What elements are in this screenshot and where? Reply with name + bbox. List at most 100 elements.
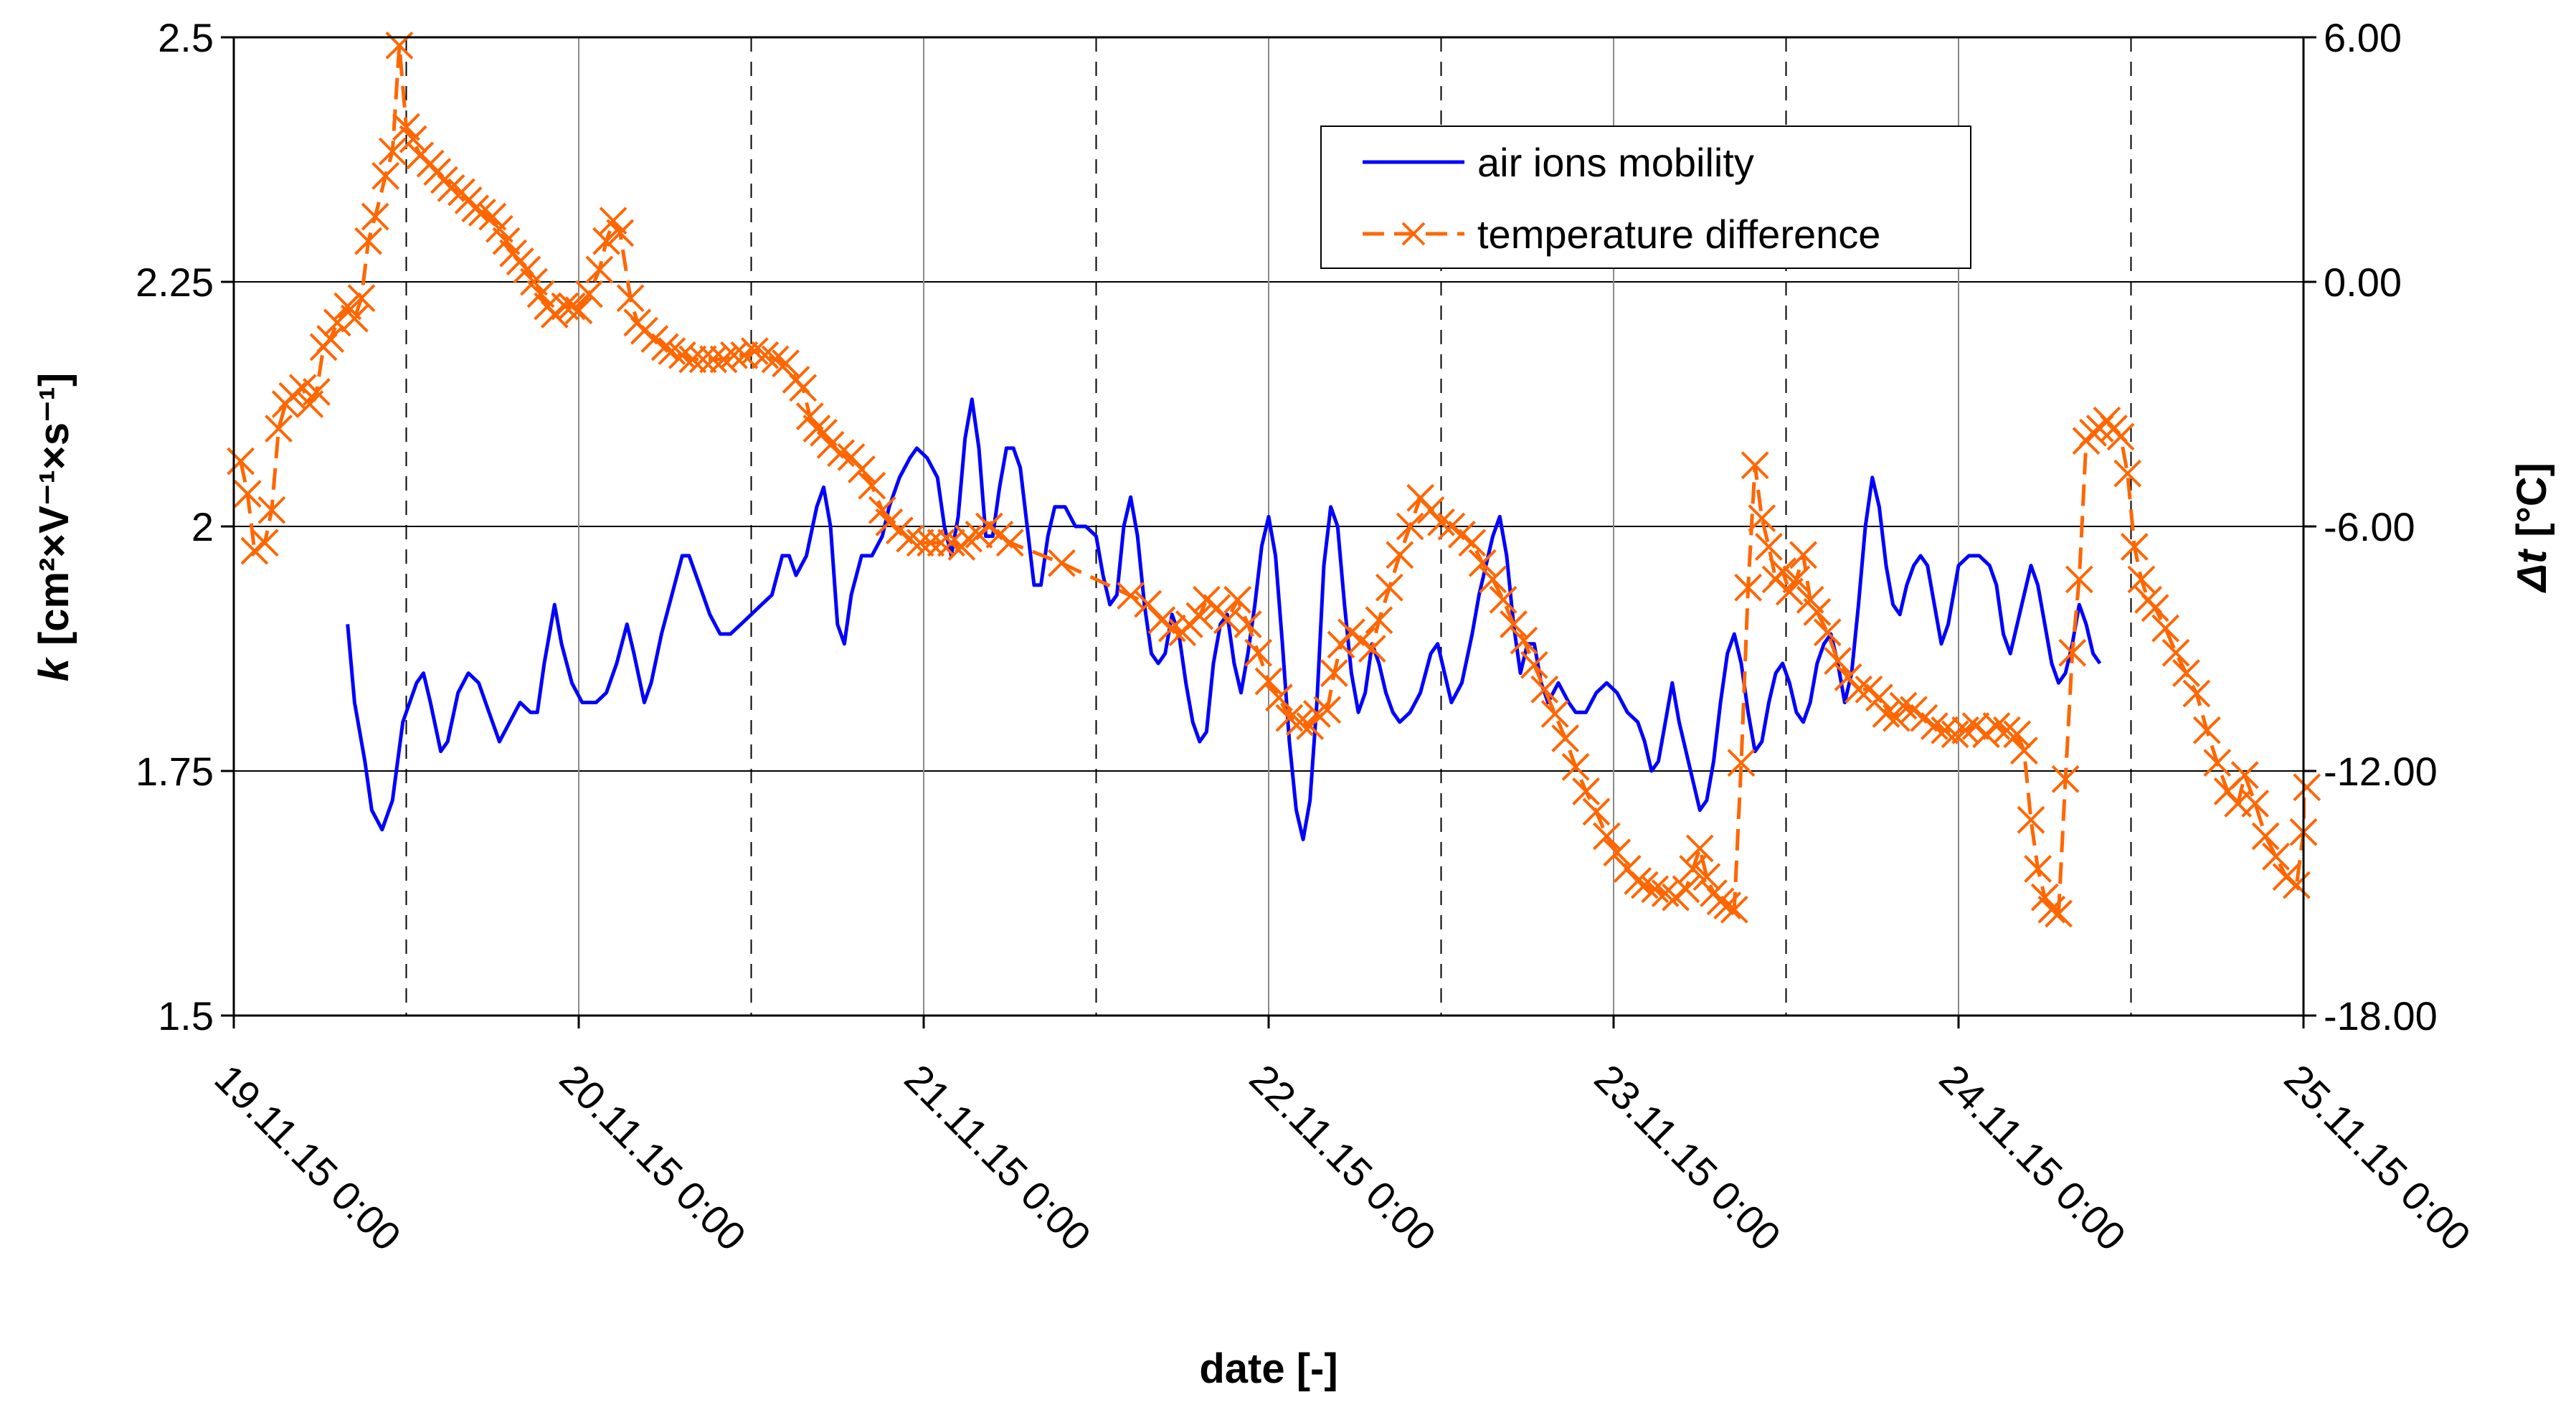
data-point-x-marker (1813, 618, 1842, 647)
y-left-tick-label: 1.75 (136, 749, 214, 794)
y-left-tick-label: 2 (191, 504, 214, 549)
data-point-x-marker (1285, 708, 1314, 737)
y-left-tick-label: 2.25 (136, 260, 214, 305)
y-right-tick-label: -18.00 (2324, 993, 2438, 1038)
data-point-x-marker (678, 345, 707, 374)
data-point-x-marker (740, 337, 769, 366)
data-point-x-marker (265, 415, 293, 443)
data-point-x-marker (1489, 585, 1517, 614)
data-point-x-marker (1117, 582, 1145, 610)
data-point-x-marker (2182, 679, 2211, 708)
data-point-x-marker (227, 447, 255, 475)
data-point-x-marker (955, 524, 982, 553)
data-point-x-marker (1713, 891, 1742, 919)
data-point-x-marker (575, 280, 603, 308)
y-right-var: Δt (2509, 548, 2555, 593)
data-point-x-marker (1572, 777, 1600, 805)
y-left-var: k (31, 656, 77, 681)
data-point-x-marker (564, 296, 593, 325)
data-point-x-marker (1789, 541, 1817, 569)
data-point-x-marker (1941, 720, 1969, 749)
data-point-x-marker (250, 529, 279, 557)
data-point-x-marker (1603, 838, 1632, 867)
legend: air ions mobility temperature difference (1320, 126, 1971, 269)
data-point-x-marker (1458, 529, 1487, 557)
series-markers-temperature-difference (227, 31, 2321, 928)
data-point-x-marker (1244, 638, 1272, 667)
data-point-x-marker (378, 137, 407, 166)
data-point-x-marker (1768, 557, 1797, 585)
data-point-x-marker (2262, 842, 2290, 871)
y-axis-right-title: Δt [°C] (2509, 463, 2555, 593)
data-point-x-marker (1265, 683, 1293, 712)
data-point-x-marker (437, 174, 465, 202)
data-point-x-marker (1468, 549, 1497, 577)
data-point-x-marker (1641, 875, 1670, 904)
data-point-x-marker (1396, 512, 1424, 541)
data-point-x-marker (347, 284, 376, 313)
data-point-x-marker (2120, 533, 2149, 561)
data-point-x-marker (303, 378, 331, 406)
data-point-x-marker (1865, 683, 1893, 712)
data-point-x-marker (1931, 716, 1959, 744)
y-right-tick-label: -6.00 (2324, 504, 2415, 549)
data-point-x-marker (2113, 459, 2142, 488)
data-point-x-marker (2003, 720, 2032, 749)
data-point-x-marker (1889, 691, 1918, 720)
data-point-x-marker (1047, 549, 1076, 577)
data-point-x-marker (1365, 606, 1393, 635)
data-point-x-marker (789, 374, 818, 402)
data-point-x-marker (937, 529, 965, 557)
data-point-x-marker (2024, 854, 2052, 883)
data-point-x-marker (1479, 565, 1507, 594)
data-point-x-marker (316, 325, 345, 353)
data-point-x-marker (399, 125, 427, 153)
data-point-x-marker (1358, 635, 1386, 663)
data-point-x-marker (1592, 822, 1621, 851)
x-axis-title: date [-] (1199, 1345, 1337, 1392)
data-point-x-marker (650, 333, 679, 361)
data-point-x-marker (1727, 749, 1756, 777)
data-point-x-marker (2203, 749, 2232, 777)
data-point-x-marker (1748, 504, 1776, 533)
data-point-x-marker (1685, 834, 1714, 863)
data-point-x-marker (906, 529, 934, 557)
plot-series (227, 31, 2321, 928)
data-point-x-marker (1551, 724, 1580, 752)
y-right-tick-label: 6.00 (2324, 15, 2402, 60)
data-point-x-marker (461, 194, 490, 223)
data-point-x-marker (2161, 638, 2190, 667)
data-point-x-marker (772, 349, 800, 378)
data-point-x-marker (616, 284, 645, 313)
data-point-x-marker (2230, 761, 2259, 790)
data-point-x-marker (2127, 565, 2156, 594)
data-point-x-marker (233, 480, 262, 508)
data-point-x-marker (2009, 737, 2038, 765)
data-point-x-marker (1624, 867, 1652, 895)
y-right-tick-label: 0.00 (2324, 260, 2402, 305)
data-point-x-marker (1185, 602, 1214, 630)
data-point-x-marker (2151, 614, 2180, 643)
y-right-units: [°C] (2509, 463, 2555, 537)
data-point-x-marker (658, 337, 686, 366)
data-point-x-marker (2172, 659, 2200, 688)
data-point-x-marker (592, 227, 620, 255)
data-point-x-marker (371, 161, 400, 190)
data-point-x-marker (585, 255, 614, 284)
data-point-x-marker (2293, 773, 2321, 802)
data-point-x-marker (1845, 675, 1872, 704)
data-point-x-marker (2141, 594, 2169, 623)
data-point-x-marker (1782, 565, 1811, 594)
data-point-x-marker (1982, 712, 2011, 740)
data-point-x-marker (1872, 700, 1900, 728)
legend-label-air-ions-mobility: air ions mobility (1477, 140, 1754, 185)
data-point-x-marker (1386, 541, 1414, 569)
data-point-x-marker (2058, 638, 2087, 667)
data-point-x-marker (1734, 573, 1763, 602)
data-point-x-marker (917, 529, 945, 557)
data-point-x-marker (1803, 597, 1832, 626)
data-point-x-marker (1157, 614, 1186, 643)
legend-label-temperature-difference: temperature difference (1477, 212, 1880, 257)
legend-marker-x-icon (1401, 222, 1426, 246)
data-point-x-marker (1320, 659, 1348, 688)
